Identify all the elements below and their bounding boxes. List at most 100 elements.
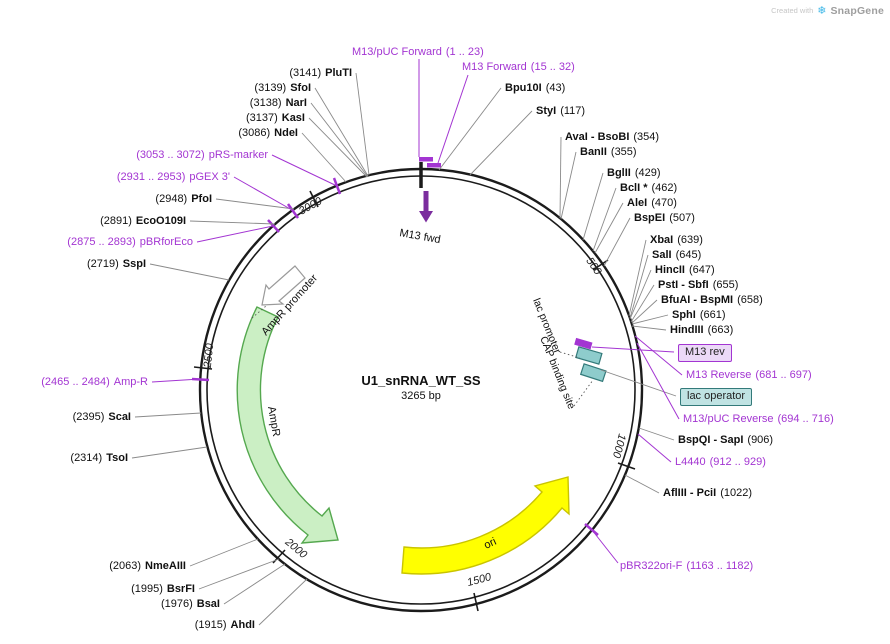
site-pos: (1995)	[131, 583, 163, 595]
site-pos: (2948)	[155, 193, 188, 205]
feature-boxes	[574, 337, 607, 383]
site-name: AhdI	[230, 619, 255, 631]
site-name: BglII	[607, 167, 631, 179]
enzyme-BclI: BclI * (462)	[620, 181, 677, 195]
primer-M13-pUC-Forward: M13/pUC Forward (1 .. 23)	[352, 45, 484, 59]
site-pos: (3139)	[254, 82, 287, 94]
site-pos: (3138)	[249, 97, 282, 109]
primer-pos: (2931 .. 2953)	[116, 171, 186, 183]
enzyme-PluTI: (3141) PluTI	[289, 66, 352, 80]
enzyme-BfuAI-BspMI: BfuAI - BspMI (658)	[661, 293, 763, 307]
primer-name: M13 Reverse	[686, 369, 752, 381]
site-name: AflIII - PciI	[663, 487, 717, 499]
site-name: PstI - SbfI	[658, 279, 709, 291]
enzyme-BsrFI: (1995) BsrFI	[131, 582, 195, 596]
tick-label-2500: 2500	[202, 342, 217, 369]
primer-pos: (2875 .. 2893)	[67, 236, 136, 248]
site-name: BclI *	[620, 182, 648, 194]
m13-rev-primer-box	[574, 337, 593, 350]
site-pos: (2063)	[109, 560, 142, 572]
site-pos: (661)	[699, 309, 726, 321]
enzyme-connector-lines	[131, 72, 677, 626]
site-name: StyI	[536, 105, 557, 117]
site-name: KasI	[281, 112, 305, 124]
tick-label-3000: 3000	[297, 195, 325, 218]
snapgene-brand: SnapGene	[830, 4, 884, 17]
site-pos: (663)	[707, 324, 734, 336]
snapgene-snowflake-icon: ❄	[817, 5, 827, 17]
enzyme-TsoI: (2314) TsoI	[70, 451, 128, 465]
site-pos: (1022)	[720, 487, 752, 499]
primer-pos: (694 .. 716)	[777, 413, 834, 425]
site-name: PfoI	[191, 193, 212, 205]
site-pos: (2891)	[100, 215, 132, 227]
site-name: SphI	[672, 309, 696, 321]
primer-pRS-marker: (3053 .. 3072) pRS-marker	[136, 148, 268, 162]
enzyme-NdeI: (3086) NdeI	[238, 126, 298, 140]
site-name: SspI	[122, 258, 146, 270]
site-name: BanII	[580, 146, 607, 158]
site-name: SalI	[652, 249, 672, 261]
primer-L4440: L4440 (912 .. 929)	[675, 455, 766, 469]
site-name: AvaI - BsoBI	[565, 131, 630, 143]
enzyme-SphI: SphI (661)	[672, 308, 726, 322]
lac-promoter-box	[575, 346, 603, 365]
snapgene-watermark: Created with ❄ SnapGene	[771, 4, 884, 18]
watermark-created-with: Created with	[771, 6, 814, 15]
site-pos: (645)	[675, 249, 702, 261]
ampr-feature-arc	[236, 306, 339, 544]
site-pos: (1976)	[160, 598, 193, 610]
site-pos: (639)	[677, 234, 703, 246]
enzyme-KasI: (3137) KasI	[246, 111, 305, 125]
enzyme-AleI: AleI (470)	[627, 196, 677, 210]
primer-connector-lines	[151, 59, 683, 564]
enzyme-BsaI: (1976) BsaI	[161, 597, 220, 611]
enzyme-NmeAIII: (2063) NmeAIII	[109, 559, 186, 573]
enzyme-HincII: HincII (647)	[655, 263, 715, 277]
site-name: Bpu10I	[505, 82, 542, 94]
site-name: BspEI	[634, 212, 666, 224]
site-name: XbaI	[650, 234, 674, 246]
enzyme-SspI: (2719) SspI	[87, 257, 146, 271]
site-name: TsoI	[106, 452, 128, 464]
enzyme-StyI: StyI (117)	[536, 104, 585, 118]
site-pos: (354)	[633, 131, 660, 143]
enzyme-PstI-SbfI: PstI - SbfI (655)	[658, 278, 738, 292]
primer-pos: (15 .. 32)	[530, 61, 575, 73]
primer-pos: (681 .. 697)	[755, 369, 812, 381]
site-pos: (43)	[545, 82, 566, 94]
site-pos: (2719)	[86, 258, 119, 270]
cap-binding-site-box	[579, 363, 607, 383]
site-name: SfoI	[290, 82, 311, 94]
primer-pos: (912 .. 929)	[709, 456, 766, 468]
site-name: NarI	[285, 97, 307, 109]
primer-name: pBR322ori-F	[620, 560, 683, 572]
enzyme-EcoO109I: (2891) EcoO109I	[100, 214, 186, 228]
site-pos: (658)	[737, 294, 763, 306]
site-pos: (117)	[560, 105, 586, 117]
enzyme-AflIII-PciI: AflIII - PciI (1022)	[663, 486, 752, 500]
site-name: BsaI	[196, 598, 220, 610]
enzyme-BanII: BanII (355)	[580, 145, 637, 159]
m13-rev-tag: M13 rev	[678, 344, 732, 362]
site-name: BspQI - SapI	[678, 434, 744, 446]
ori-feature-arc	[401, 476, 570, 575]
enzyme-BspQI-SapI: BspQI - SapI (906)	[678, 433, 773, 447]
site-name: ScaI	[108, 411, 131, 423]
site-pos: (3141)	[289, 67, 322, 79]
primer-name: pRS-marker	[208, 149, 268, 161]
site-name: EcoO109I	[135, 215, 186, 227]
site-pos: (429)	[634, 167, 661, 179]
primer-pos: (2465 .. 2484)	[41, 376, 110, 388]
dotted-leader-lines	[251, 305, 594, 407]
enzyme-AvaI-BsoBI: AvaI - BsoBI (354)	[565, 130, 659, 144]
enzyme-AhdI: (1915) AhdI	[195, 618, 255, 632]
enzyme-PfoI: (2948) PfoI	[155, 192, 212, 206]
site-pos: (3086)	[238, 127, 271, 139]
site-name: BfuAI - BspMI	[661, 294, 734, 306]
primer-Amp-R: (2465 .. 2484) Amp-R	[41, 375, 148, 389]
site-pos: (1915)	[194, 619, 227, 631]
enzyme-Bpu10I: Bpu10I (43)	[505, 81, 565, 95]
site-pos: (2395)	[72, 411, 105, 423]
